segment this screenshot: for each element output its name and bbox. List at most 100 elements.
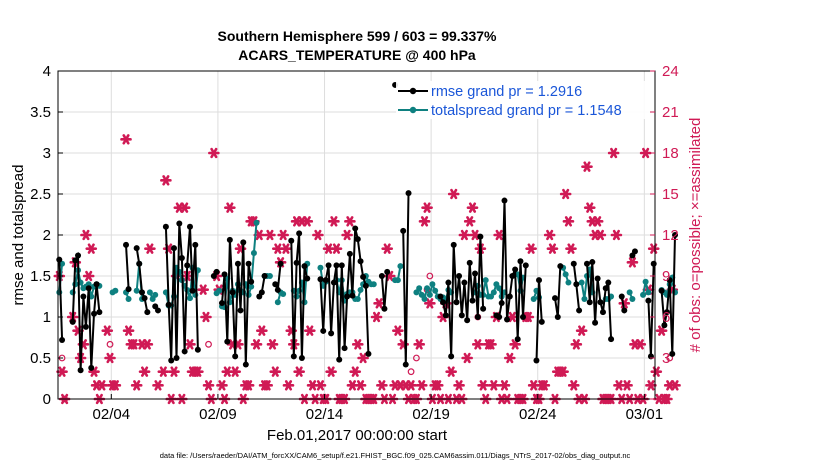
rmse-series-point [576,307,583,314]
obs-assimilated-marker [354,380,367,391]
obs-assimilated-stroke [357,380,365,391]
obs-assimilated-stroke [570,380,578,391]
obs-assimilated-stroke [255,229,263,241]
spread-series-point [581,295,588,302]
obs-assimilated-stroke [303,216,311,227]
obs-assimilated-marker [634,339,647,350]
obs-assimilated-stroke [415,339,423,350]
rmse-series-line [660,234,676,354]
obs-assimilated-marker [157,366,170,377]
rmse-series-point [538,318,545,325]
obs-assimilated-stroke [471,229,479,241]
obs-assimilated-marker [266,339,279,350]
spread-series-point [578,279,585,286]
rmse-series-point [658,287,665,294]
obs-assimilated-marker [504,352,516,364]
rmse-series-point [599,309,606,316]
obs-assimilated-stroke [295,366,303,377]
spread-series-point [370,281,377,288]
rmse-series-point [621,307,628,314]
y-tick-label-left: 0.5 [30,350,51,367]
rmse-series-line [58,259,64,341]
rmse-series-point [618,293,625,300]
spread-series-point [429,281,436,288]
obs-assimilated-stroke [125,325,133,336]
rmse-series-point [338,262,345,269]
rmse-series-line [402,193,410,365]
obs-assimilated-marker [458,229,471,241]
rmse-series-point [173,355,180,361]
rmse-series-point [82,323,89,330]
spread-series-point [357,286,364,293]
obs-assimilated-stroke [245,380,253,391]
rmse-series-point [336,356,343,363]
obs-assimilated-stroke [378,380,386,391]
rmse-series-point [301,263,308,270]
rmse-series-point [165,301,172,308]
obs-assimilated-marker [301,216,314,227]
y-tick-label-right: 21 [662,104,679,121]
spread-series-point [432,287,439,294]
rmse-series-point [317,276,324,283]
spread-series-point [112,287,119,294]
rmse-series-point [290,353,297,360]
rmse-series-point [440,299,447,306]
obs-assimilated-stroke [143,339,151,350]
spread-series-point [421,295,428,302]
spread-series-point [354,295,361,302]
rmse-series-point [96,309,103,316]
obs-assimilated-marker [82,270,95,282]
spread-series-point [394,277,401,284]
obs-assimilated-stroke [658,325,666,336]
rmse-series-point [602,285,609,292]
spread-series-point [640,291,647,298]
rmse-series-point [176,220,183,227]
obs-assimilated-marker [493,229,505,241]
rmse-series-point [501,197,508,204]
obs-assimilated-marker [655,325,668,336]
legend: rmse grand pr = 1.2916 totalspread grand … [396,81,650,119]
obs-assimilated-marker [229,366,241,377]
obs-assimilated-stroke [226,202,234,213]
obs-assimilated-marker [216,380,228,391]
rmse-series-point [56,256,63,263]
y-tick-label-left: 3.5 [30,104,51,121]
obs-assimilated-marker [277,229,289,241]
obs-assimilated-marker [242,380,255,391]
obs-assimilated-marker [120,134,132,145]
rmse-series-point [520,314,527,320]
obs-assimilated-stroke [596,229,604,241]
obs-assimilated-marker [538,380,551,391]
obs-assimilated-marker [418,216,431,227]
obs-assimilated-marker [200,311,212,323]
rmse-series-point [258,289,265,296]
obs-assimilated-marker [141,339,154,350]
obs-assimilated-marker [381,243,394,254]
rmse-series-point [296,230,303,237]
rmse-series-point [536,277,543,284]
obs-assimilated-stroke [309,380,317,391]
spread-series-point [645,289,652,296]
obs-assimilated-marker [376,380,388,391]
obs-assimilated-marker [477,380,489,391]
y-tick-label-right: 24 [662,63,679,80]
spread-series-point [496,285,503,292]
rmse-series-point [123,241,130,248]
rmse-series-point [194,346,201,353]
obs-assimilated-marker [645,380,657,391]
obs-assimilated-stroke [332,243,341,254]
rmse-series-point [178,254,185,261]
y-tick-label-left: 2.5 [30,186,51,203]
obs-assimilated-stroke [130,339,138,350]
obs-assimilated-stroke [628,257,636,268]
rmse-series-line [439,236,485,357]
rmse-series-point [474,314,481,320]
obs-assimilated-marker [565,243,577,254]
obs-assimilated-stroke [170,366,178,377]
obs-assimilated-stroke [159,366,167,377]
rmse-series-point [669,350,676,357]
y-tick-label-right: 6 [662,309,670,326]
rmse-series-point [466,259,473,266]
obs-assimilated-marker [160,175,172,186]
obs-assimilated-stroke [540,380,548,391]
